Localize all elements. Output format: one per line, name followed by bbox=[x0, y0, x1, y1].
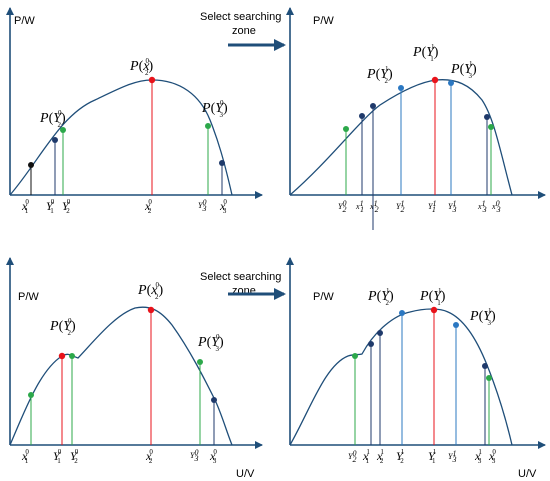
tick-x3: x1 3 bbox=[477, 199, 487, 214]
y-axis-label: P/W bbox=[14, 15, 35, 27]
label-p-y2: P(Y1 2) bbox=[366, 65, 393, 85]
point-y3 bbox=[448, 80, 454, 86]
point-x1 bbox=[28, 162, 34, 168]
tick-x3b: x0 3 bbox=[491, 199, 501, 214]
point-x3b bbox=[486, 375, 492, 381]
tick-y1: Y1 1 bbox=[428, 448, 437, 465]
tick-x1: x0 1 bbox=[21, 448, 29, 465]
label-p-y3: P(Y0 3) bbox=[197, 333, 224, 353]
panel-bottom-right: P/W P(Y1 2) P(Y1 1) P(Y1 3) Y0 2 x1 1 x1 2 Y1 2… bbox=[286, 257, 546, 465]
tick-y3: Y0 3 bbox=[198, 198, 206, 213]
label-p-y2: P(Y0 2) bbox=[49, 317, 76, 337]
tick-x1: x1 1 bbox=[355, 199, 364, 214]
tick-x3b: x0 3 bbox=[488, 448, 496, 465]
point-x3 bbox=[484, 114, 490, 120]
point-x3 bbox=[482, 363, 488, 369]
tick-x2: x0 2 bbox=[145, 448, 153, 465]
tick-y2: Y0 2 bbox=[338, 199, 346, 214]
tick-x2: x1 2 bbox=[376, 448, 384, 465]
point-x1 bbox=[28, 392, 34, 398]
point-x2 bbox=[147, 306, 155, 314]
label-p-y1: P(Y1 1) bbox=[412, 43, 439, 63]
tick-y2: Y0 2 bbox=[70, 448, 79, 465]
x-axis-label-right: U/V bbox=[518, 468, 537, 480]
point-x3 bbox=[211, 397, 217, 403]
point-y3 bbox=[453, 322, 459, 328]
tick-y3: Y0 3 bbox=[190, 448, 198, 463]
point-y3 bbox=[205, 123, 211, 129]
tick-y2b: Y1 2 bbox=[396, 448, 405, 465]
tick-y1: Y0 1 bbox=[46, 198, 55, 215]
label-p-y3: P(Y1 3) bbox=[450, 60, 477, 80]
tick-x3: x0 3 bbox=[219, 198, 227, 215]
label-p-y3: P(Y1 3) bbox=[469, 307, 496, 327]
point-y1 bbox=[52, 137, 58, 143]
tick-y1: Y1 1 bbox=[428, 199, 436, 214]
tick-y3: Y1 3 bbox=[448, 199, 456, 214]
tick-y2: Y0 2 bbox=[348, 449, 356, 464]
label-p-y2: P(Y1 2) bbox=[367, 287, 394, 307]
y-axis-label: P/W bbox=[18, 291, 39, 303]
point-y2 bbox=[343, 126, 349, 132]
point-x1 bbox=[359, 113, 365, 119]
point-x1 bbox=[368, 341, 374, 347]
point-y2 bbox=[69, 353, 75, 359]
point-x2 bbox=[377, 330, 383, 336]
tick-x1: x1 1 bbox=[362, 448, 370, 465]
tick-y3: Y1 3 bbox=[448, 449, 456, 464]
point-y1 bbox=[431, 76, 439, 84]
pv-curve bbox=[9, 306, 233, 446]
tick-y2: Y0 2 bbox=[62, 198, 71, 215]
point-x2 bbox=[370, 103, 376, 109]
tick-x2: x1 2 bbox=[369, 199, 379, 214]
point-y3 bbox=[197, 359, 203, 365]
y-axis-label: P/W bbox=[313, 291, 334, 303]
point-x3 bbox=[219, 160, 225, 166]
point-y2 bbox=[352, 353, 358, 359]
point-x2 bbox=[148, 76, 156, 84]
panel-bottom-left: P/W P(x0 2) P(Y0 2) P(Y0 3) x0 1 Y0 1 Y0 2 x0 2… bbox=[6, 257, 263, 465]
arrow-top-text-2: zone bbox=[232, 25, 256, 37]
y-axis-label: P/W bbox=[313, 15, 334, 27]
arrow-top-text-1: Select searching bbox=[200, 11, 281, 23]
tick-x2: x0 2 bbox=[144, 198, 152, 215]
point-y2b bbox=[398, 85, 404, 91]
arrow-bottom-text-1: Select searching bbox=[200, 271, 281, 283]
arrow-bottom: Select searching zone bbox=[200, 271, 286, 300]
label-p-y1: P(Y1 1) bbox=[419, 287, 446, 307]
point-y2b bbox=[399, 310, 405, 316]
tick-y2b: Y1 2 bbox=[396, 199, 404, 214]
tick-x3: x1 3 bbox=[474, 448, 482, 465]
x-axis-label-left: U/V bbox=[236, 468, 255, 480]
point-y2 bbox=[60, 127, 66, 133]
tick-x1: x0 1 bbox=[21, 198, 29, 215]
point-y1 bbox=[58, 352, 66, 360]
panel-top-left: P/W P(x0 2) P(Y0 2) P(Y0 3) x0 1 Y0 1 Y0 2 x0 2… bbox=[6, 7, 263, 215]
label-p-x2: P(x0 2) bbox=[129, 57, 153, 77]
tick-x3: x0 3 bbox=[209, 448, 217, 465]
arrow-top: Select searching zone bbox=[200, 11, 286, 51]
pv-curve bbox=[9, 79, 233, 196]
label-p-x2: P(x0 2) bbox=[137, 281, 163, 301]
panel-top-right: P/W P(Y1 1) P(Y1 2) P(Y1 3) Y0 2 x1 1 x1 2 Y1 2… bbox=[286, 7, 546, 230]
label-p-y2: P(Y0 2) bbox=[39, 109, 66, 129]
label-p-y3: P(Y0 3) bbox=[201, 99, 228, 119]
tick-y1: Y0 1 bbox=[53, 448, 62, 465]
pv-curve bbox=[289, 308, 513, 446]
point-y1 bbox=[430, 306, 438, 314]
point-x3b bbox=[488, 124, 494, 130]
